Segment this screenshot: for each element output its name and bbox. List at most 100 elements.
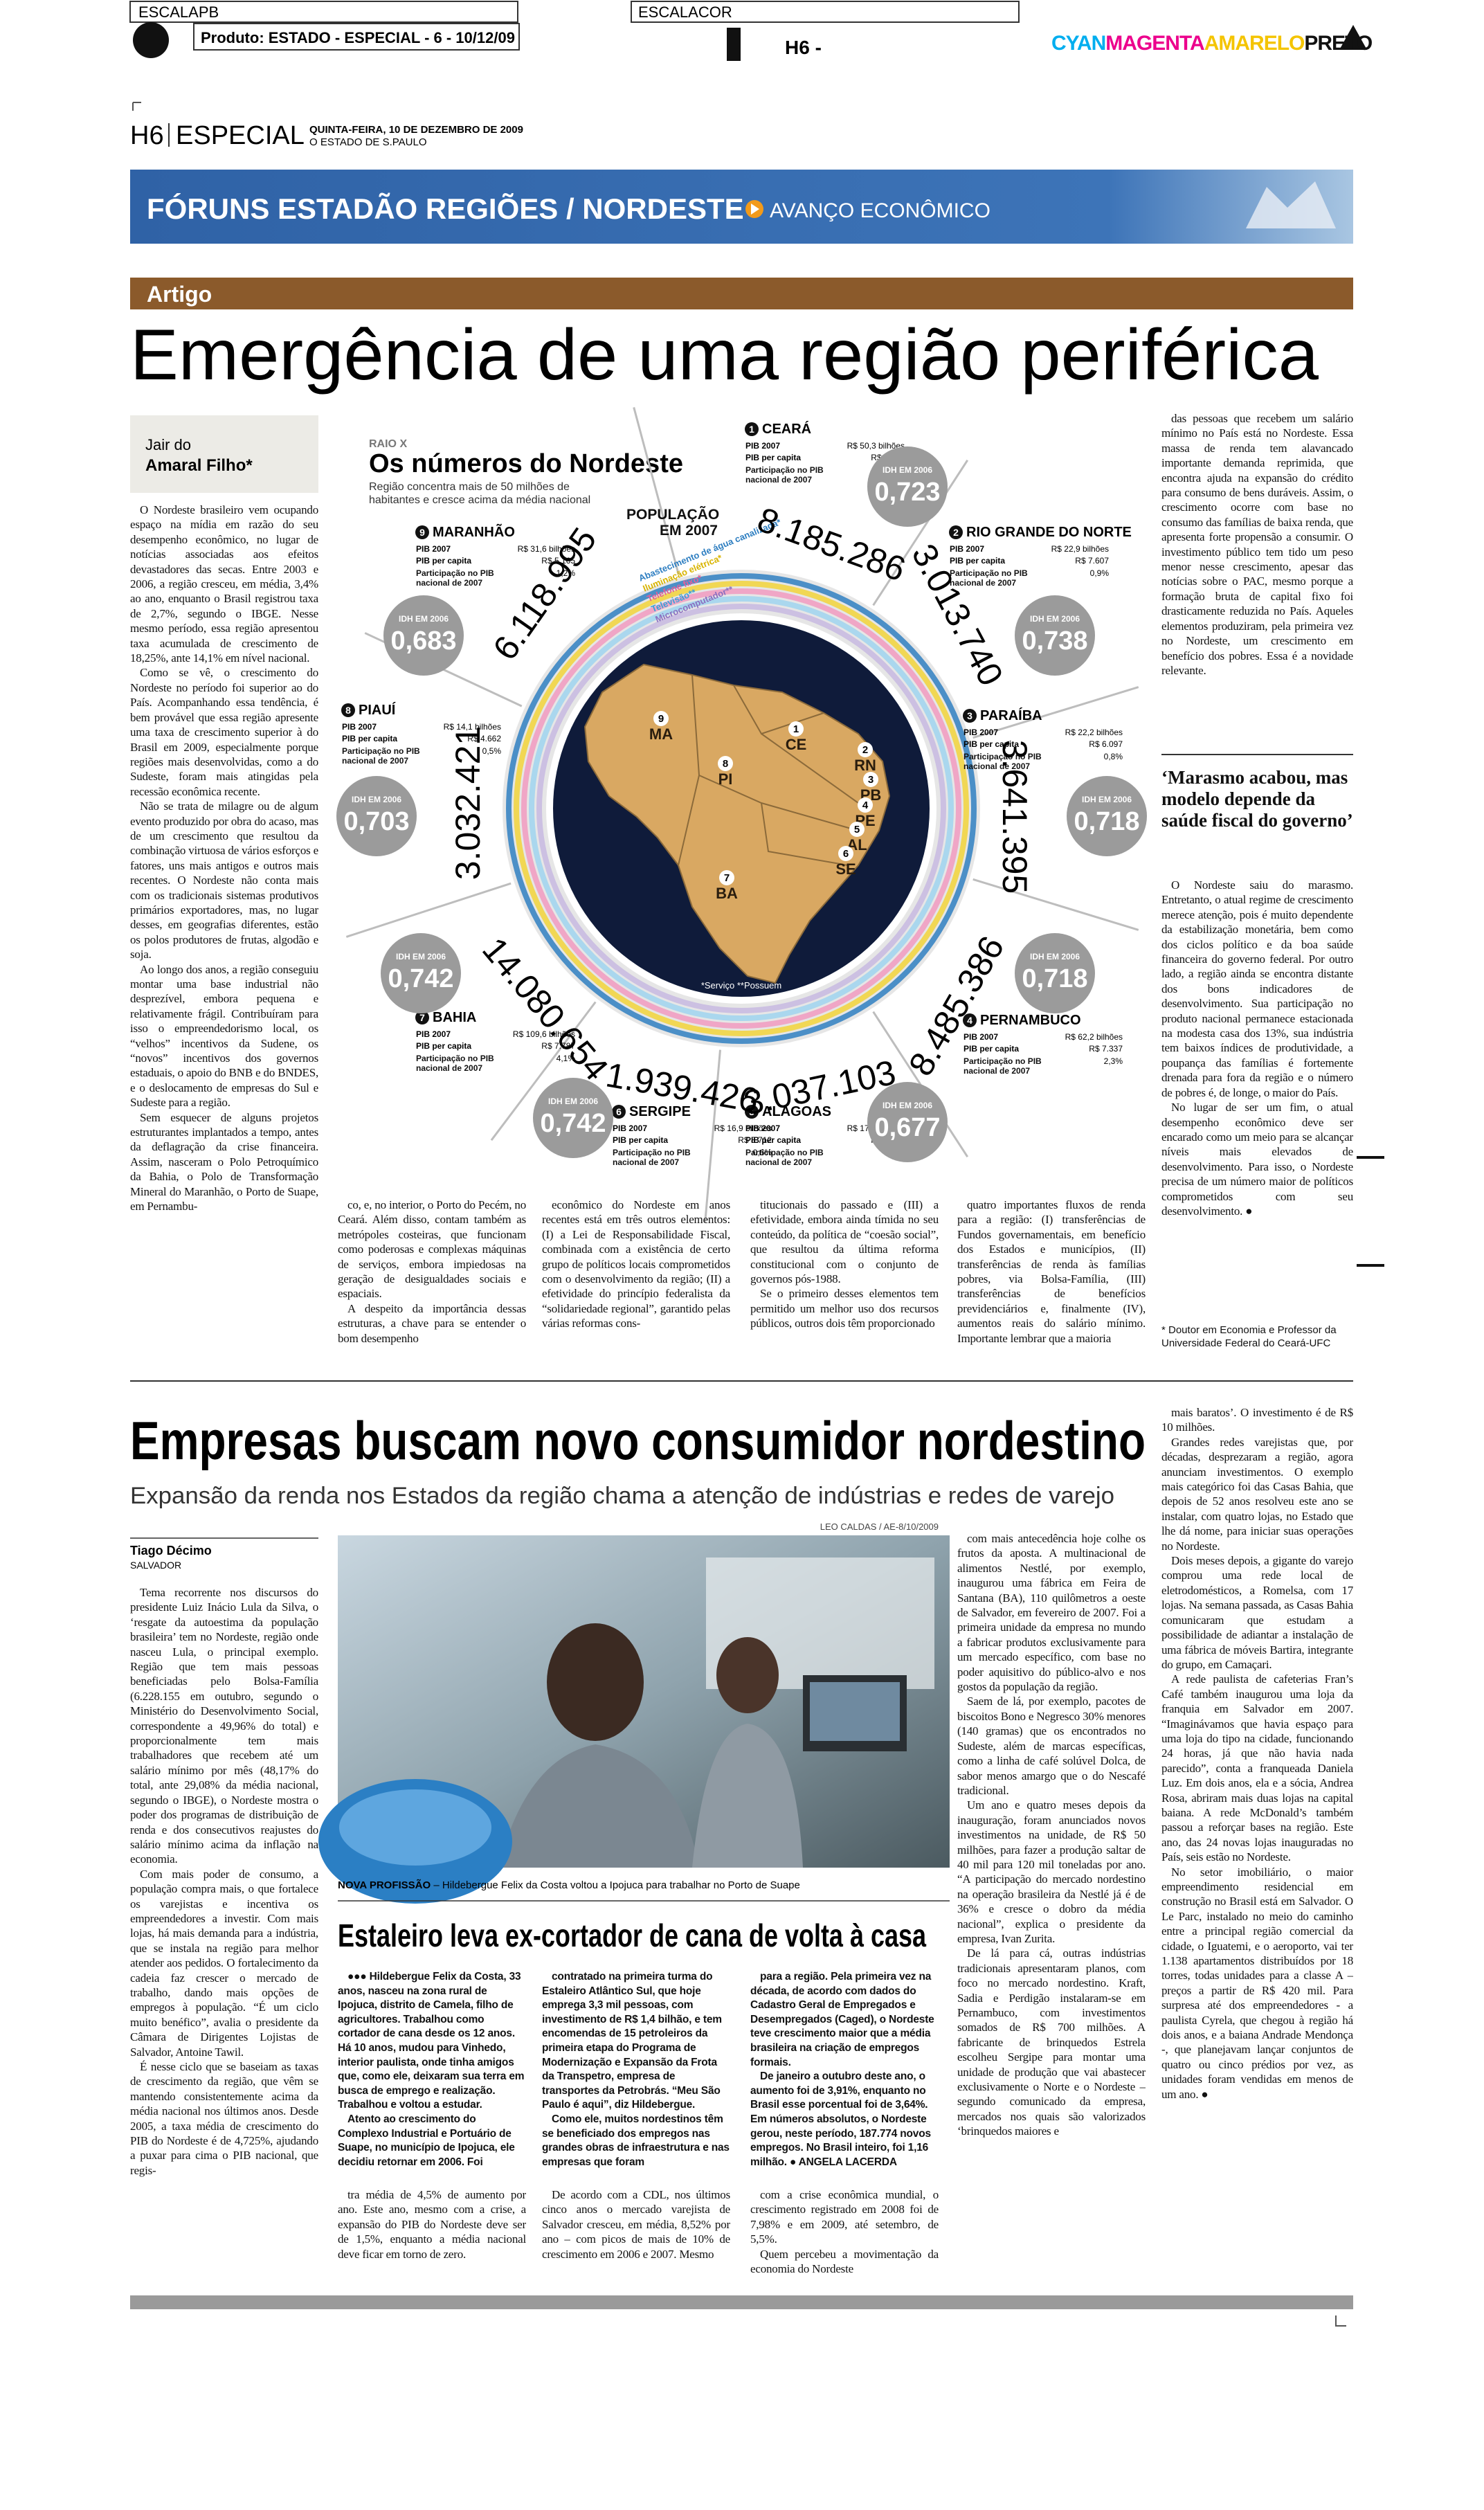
paragraph: A despeito da importância dessas estrutu… [338,1301,526,1345]
color-bar: CYANMAGENTAAMARELOPRETO [1051,32,1373,55]
stat-value: R$ 50,3 bilhões [847,441,905,451]
idh-badge [867,446,948,527]
stat-value: R$ 5.165 [541,556,575,566]
state-number-badge [612,1105,626,1119]
paragraph: tra média de 4,5% de aumento por ano. Es… [338,2188,526,2261]
stat-value: R$ 62,2 bilhões [1065,1032,1123,1042]
idh-badge [1015,595,1095,676]
map-number: 1 [793,723,799,735]
ring [536,604,946,1013]
paragraph: titucionais do passado e (III) a efetivi… [750,1198,939,1286]
stat-value: 1,2% [556,568,576,578]
state-number: 3 [967,710,972,721]
map-number-badge [788,721,804,737]
author-name: Amaral Filho* [145,456,253,475]
stat-value: R$ 8.712 [738,1135,772,1145]
paragraph: econômico do Nordeste em anos recentes e… [542,1198,730,1330]
stat-label: PIB 2007 [613,1123,647,1133]
photo-person [498,1744,699,1868]
idh-value: 0,723 [874,478,940,507]
photo-person [547,1623,644,1741]
stat-label: PIB per capita [950,556,1005,566]
banner-illustration [1246,181,1336,228]
stat-value: R$ 31,6 bilhões [518,544,575,554]
text-column: co, e, no interior, o Porto do Pecém, no… [338,1198,526,1365]
text-column: tra média de 4,5% de aumento por ano. Es… [338,2187,526,2287]
page-number: H6 [130,121,164,150]
stat-label-box: Participação no PIB nacional de 2007 [342,746,420,766]
ring [514,581,969,1036]
slug-text: ESCALACOR [638,3,732,21]
sector-divider [872,459,969,606]
stat-label-box: Participação no PIB nacional de 2007 [963,752,1042,771]
map-number: 3 [868,774,874,786]
text-column: O Nordeste brasileiro vem ocupando espaç… [130,503,318,1364]
state-name: SERGIPE [629,1104,691,1119]
state-name: BAHIA [433,1010,476,1025]
map-number: 7 [724,872,730,884]
idh-badge [867,1082,948,1162]
stat-label: PIB 2007 [963,1032,998,1042]
sidebar-column: contratado na primeira turma do Estaleir… [542,1970,730,2186]
map-number-badge [718,756,733,771]
paragraph: Um ano e quatro meses depois da inaugura… [957,1798,1146,1945]
text-column: com mais antecedência hoje colhe os frut… [957,1531,1146,2287]
paragraph: para a região. Pela primeira vez na déca… [750,1971,934,2068]
text-column: titucionais do passado e (III) a efetivi… [750,1198,939,1365]
text-column: econômico do Nordeste em anos recentes e… [542,1198,730,1365]
paragraph: Não se trata de milagre ou de algum even… [130,800,318,961]
stat-label-box: Participação no PIB nacional de 2007 [613,1148,691,1167]
paragraph: quatro importantes fluxos de renda para … [957,1198,1146,1345]
idh-label: IDH EM 2006 [399,614,449,624]
stat-label-box: Participação no PIB nacional de 2007 [416,568,494,588]
map-state-label: CE [786,736,807,753]
state-name: CEARÁ [762,421,811,437]
stat-label: PIB 2007 [416,1029,451,1039]
paragraph: Com mais poder de consumo, a população c… [130,1867,318,2059]
sector-divider [490,1001,597,1141]
stat-label: Participação no PIB nacional de 2007 [416,1054,494,1073]
idh-label: IDH EM 2006 [396,952,446,961]
slug-text: H6 - [785,37,822,58]
map-number: 9 [658,713,664,725]
stat-label: PIB per capita [416,1041,471,1051]
map-number-badge [858,797,873,813]
map-number: 2 [862,744,868,756]
text-column: das pessoas que recebem um salário mínim… [1161,411,1353,739]
idh-badge [533,1078,613,1158]
stat-label: Participação no PIB nacional de 2007 [745,465,824,485]
paragraph: Se o primeiro desses elementos tem permi… [750,1287,939,1330]
ring [521,588,961,1029]
idh-badge [1015,933,1095,1013]
idh-label: IDH EM 2006 [1030,614,1080,624]
map-borders [678,674,859,866]
sector-divider [972,878,1139,931]
state-name: ALAGOAS [762,1104,831,1119]
author-name: Jair do [145,436,191,453]
idh-value: 0,677 [874,1113,940,1142]
paragraph: ●●● Hildebergue Felix da Costa, 33 anos,… [338,1971,525,2111]
state-number: 9 [419,527,425,538]
map-number-badge [719,870,734,885]
caption-text: – Hildebergue Felix da Costa voltou a Ip… [431,1879,800,1891]
text-column: O Nordeste saiu do marasmo. Entretanto, … [1161,878,1353,1315]
map-state-label: RN [854,757,876,774]
stat-value: R$ 16,9 bilhões [714,1123,772,1133]
idh-value: 0,718 [1074,807,1139,836]
register-mark [727,28,741,61]
state-name: PIAUÍ [359,702,396,718]
stat-label-box: Participação no PIB nacional de 2007 [745,465,824,485]
sector-divider [704,1049,721,1222]
state-number: 6 [616,1106,622,1117]
photo-credit: LEO CALDAS / AE-8/10/2009 [820,1522,939,1532]
date: QUINTA-FEIRA, 10 DE DEZEMBRO DE 2009 [309,124,523,136]
slug-text: ESCALAPB [138,3,219,21]
state-number: 7 [419,1012,425,1023]
infographic: RAIO XOs números do NordesteAbasteciment… [336,407,1147,1222]
stat-value: 0,8% [1104,752,1123,761]
stat-value: R$ 6.097 [1089,739,1123,749]
map-number: 4 [862,800,869,811]
stat-label: PIB 2007 [950,544,984,554]
map-state-label: MA [649,725,673,743]
